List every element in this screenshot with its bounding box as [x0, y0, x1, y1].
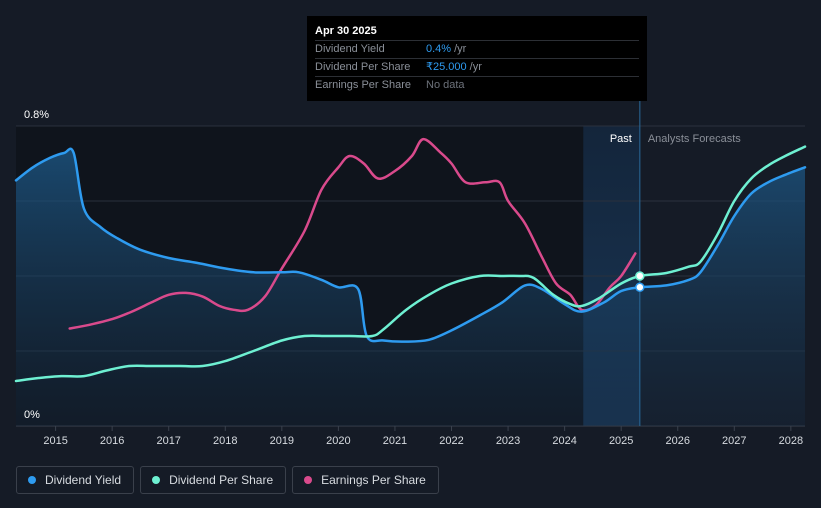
dividend-per-share-marker: [635, 271, 645, 281]
markers: [635, 271, 645, 292]
x-tick-label: 2019: [270, 435, 294, 447]
dividend-yield-marker: [635, 282, 645, 292]
series-lines: [14, 137, 807, 383]
x-tick-label: 2026: [665, 435, 689, 447]
x-tick-label: 2025: [609, 435, 633, 447]
legend-dot-icon: [152, 476, 161, 484]
y-axis-label-max: 0.8%: [24, 109, 49, 121]
dividend-yield-area: [16, 148, 805, 426]
legend-dot-icon: [28, 476, 36, 484]
x-tick-label: 2017: [156, 435, 180, 447]
tooltip-row-label: Earnings Per Share: [315, 79, 411, 91]
legend-label: Dividend Yield: [45, 473, 122, 487]
tooltip-row-label: Dividend Yield: [315, 43, 385, 55]
x-tick-label: 2016: [100, 435, 124, 447]
tooltip-row-value: 0.4%/yr: [426, 41, 466, 58]
legend: Dividend Yield Dividend Per Share Earnin…: [16, 466, 439, 494]
legend-item-dividend-yield[interactable]: Dividend Yield: [16, 466, 135, 494]
tooltip-date: Apr 30 2025: [315, 23, 639, 41]
tooltip-value-number: 0.4%: [426, 43, 452, 55]
dividend-yield-line: [14, 147, 807, 343]
x-tick-label: 2020: [326, 435, 350, 447]
x-tick-label: 2027: [722, 435, 746, 447]
tooltip-value-unit: /yr: [454, 43, 467, 55]
tooltip-value-number: ₹25.000: [426, 61, 467, 73]
tooltip-value-unit: /yr: [469, 61, 482, 73]
x-tick-label: 2028: [779, 435, 803, 447]
tooltip-no-data: No data: [426, 79, 465, 91]
x-tick-label: 2023: [496, 435, 520, 447]
x-tick-label: 2021: [383, 435, 407, 447]
legend-label: Earnings Per Share: [321, 473, 426, 487]
analysts-forecasts-label: Analysts Forecasts: [648, 133, 741, 145]
legend-dot-icon: [304, 476, 313, 484]
tooltip-row-label: Dividend Per Share: [315, 61, 411, 73]
y-axis-labels: 0.8% 0%: [24, 109, 49, 421]
x-axis-ticks: 2015 2016 2017 2018 2019 2020 2021 2022 2023 2024…: [43, 426, 803, 447]
x-tick-label: 2024: [552, 435, 576, 447]
legend-item-earnings-per-share[interactable]: Earnings Per Share: [292, 466, 439, 494]
tooltip-row-dividend-per-share: Dividend Per Share ₹25.000/yr: [315, 59, 639, 77]
legend-item-dividend-per-share[interactable]: Dividend Per Share: [140, 466, 287, 494]
earnings-per-share-line: [68, 137, 637, 330]
y-axis-label-min: 0%: [24, 409, 40, 421]
legend-label: Dividend Per Share: [169, 473, 274, 487]
past-label: Past: [610, 133, 632, 145]
tooltip-row-earnings-per-share: Earnings Per Share No data: [315, 77, 639, 94]
tooltip-row-value: ₹25.000/yr: [426, 59, 482, 76]
x-tick-label: 2022: [439, 435, 463, 447]
tooltip: Apr 30 2025 Dividend Yield 0.4%/yr Divid…: [307, 16, 647, 101]
x-tick-label: 2015: [43, 435, 67, 447]
dividend-per-share-line: [14, 145, 807, 383]
tooltip-row-dividend-yield: Dividend Yield 0.4%/yr: [315, 41, 639, 59]
x-tick-label: 2018: [213, 435, 237, 447]
